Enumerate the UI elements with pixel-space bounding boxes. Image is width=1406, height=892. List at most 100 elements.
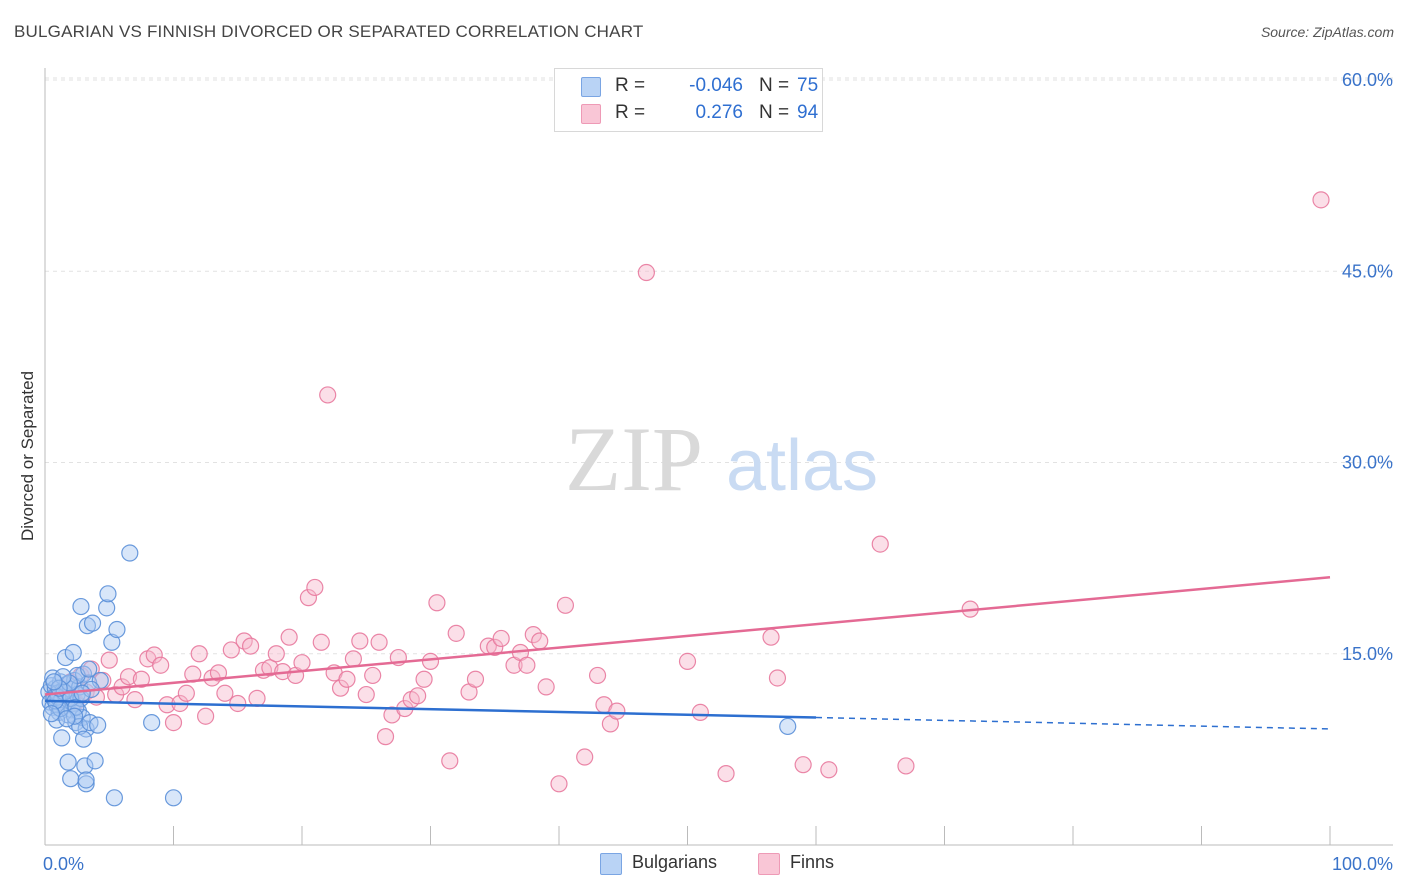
- finns-point: [524, 626, 542, 644]
- finns-point: [370, 633, 388, 651]
- finns-point: [1312, 191, 1330, 209]
- bulgarians-point: [76, 757, 94, 775]
- y-tick-label: 60.0%: [1342, 70, 1393, 90]
- finns-point: [376, 728, 395, 746]
- finns-point: [267, 645, 285, 663]
- finns-point: [338, 670, 356, 688]
- finns-point: [717, 764, 735, 783]
- finns-point: [145, 646, 163, 664]
- finns-point: [248, 689, 266, 707]
- finns-point: [441, 752, 459, 770]
- r-label: R =: [615, 102, 646, 123]
- finns-point: [364, 666, 382, 685]
- source-label: Source: ZipAtlas.com: [1260, 24, 1394, 40]
- bulgarians-point: [73, 684, 91, 702]
- finns-point: [762, 628, 780, 646]
- finns-point: [447, 624, 465, 642]
- bulgarians-point: [67, 698, 85, 716]
- finns-point: [164, 713, 183, 732]
- bulgarians-point: [105, 789, 123, 807]
- chart-title: BULGARIAN VS FINNISH DIVORCED OR SEPARAT…: [14, 22, 644, 41]
- axes: [44, 68, 1393, 846]
- finns-point: [222, 641, 240, 659]
- bulgarians-point: [98, 599, 116, 617]
- finns-point: [261, 659, 279, 677]
- bulgarians-point: [42, 705, 61, 723]
- bulgarians-point: [77, 771, 95, 789]
- n-value: 94: [797, 102, 819, 123]
- finns-point: [331, 679, 350, 697]
- finns-point: [897, 757, 915, 775]
- finns-point: [556, 596, 575, 614]
- bulgarians-point: [121, 544, 139, 562]
- bulgarians-point: [74, 730, 93, 748]
- bulgarians-point: [108, 620, 126, 639]
- n-label: N =: [759, 102, 790, 123]
- finns-point: [588, 666, 607, 685]
- y-tick-label: 45.0%: [1342, 261, 1393, 281]
- n-label: N =: [759, 75, 790, 96]
- r-label: R =: [615, 75, 646, 96]
- trend-lines: [44, 576, 1331, 730]
- r-value: 0.276: [695, 102, 743, 123]
- finns-point: [319, 386, 337, 404]
- finns-point: [691, 703, 709, 722]
- finns-point: [242, 637, 260, 655]
- bulgarians-point: [83, 614, 102, 632]
- finns-point: [312, 633, 330, 651]
- bulgarians-point: [72, 597, 90, 616]
- finns-point: [299, 589, 318, 607]
- finns-point: [531, 632, 549, 650]
- finns-point: [421, 652, 440, 671]
- x-tick-label: 100.0%: [1332, 854, 1393, 874]
- bulgarians-trend-extension: [815, 716, 1331, 730]
- bulgarians-point: [89, 716, 107, 734]
- bulgarians-point: [45, 673, 63, 691]
- bulgarians-point: [71, 717, 89, 736]
- bulgarians-point: [103, 633, 121, 651]
- finns-trend-line: [44, 576, 1331, 696]
- finns-point: [492, 629, 510, 648]
- gridlines: [45, 77, 1393, 655]
- finns-point: [216, 684, 234, 702]
- finns-point: [132, 670, 150, 688]
- bulgarians-point: [779, 717, 797, 736]
- finns-point: [794, 756, 812, 774]
- watermark: ZIP atlas: [565, 408, 878, 510]
- finns-point: [197, 707, 215, 725]
- finns-point: [152, 656, 170, 674]
- finns-point: [351, 632, 369, 650]
- y-axis-label: Divorced or Separated: [18, 371, 37, 541]
- finns-point: [678, 652, 697, 671]
- finns-point: [428, 594, 446, 612]
- finns-point: [293, 654, 311, 672]
- finns-point: [100, 651, 118, 669]
- finns-point: [344, 650, 362, 668]
- bulgarians-swatch: [600, 853, 622, 875]
- finns-point: [209, 664, 228, 682]
- finns-point: [126, 691, 144, 709]
- finns-point: [768, 669, 787, 687]
- bulgarians-point: [74, 665, 93, 683]
- bulgarians-point: [53, 729, 71, 747]
- finns-point: [518, 656, 536, 674]
- y-tick-label: 30.0%: [1342, 453, 1393, 473]
- finns-point: [357, 685, 375, 704]
- finns-point: [306, 578, 324, 597]
- finns-point: [637, 263, 655, 282]
- r-value: -0.046: [689, 75, 743, 96]
- x-tick-labels: 0.0% 100.0%: [43, 854, 1393, 874]
- bulgarians-point: [99, 585, 117, 603]
- bulgarians-swatch: [581, 77, 601, 97]
- finns-point: [229, 694, 247, 713]
- bulgarians-point: [58, 710, 76, 728]
- finns-point: [550, 775, 568, 793]
- finns-point: [871, 535, 889, 553]
- finns-point: [537, 678, 555, 696]
- bulgarians-point: [80, 660, 98, 678]
- correlation-legend: R = -0.046 N = 75 R = 0.276 N = 94: [554, 68, 823, 132]
- bulgarians-point: [59, 753, 77, 771]
- n-value: 75: [797, 75, 819, 96]
- y-tick-label: 15.0%: [1342, 644, 1393, 664]
- finns-point: [608, 702, 626, 720]
